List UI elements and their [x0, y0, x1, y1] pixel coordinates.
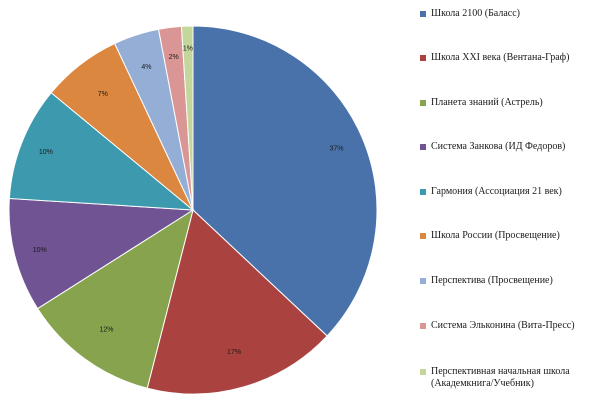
legend-swatch: [420, 233, 426, 239]
legend-label: Школа 2100 (Баласс): [431, 8, 520, 19]
pie-slice-3: [36, 208, 194, 389]
legend-item: Гармония (Ассоциация 21 век): [420, 186, 600, 198]
pie-slice-1: [192, 25, 378, 337]
legend-swatch: [420, 278, 426, 284]
legend-label: Система Эльконина (Вита-Пресс): [431, 320, 575, 331]
slice-value-label-3: 12%: [99, 327, 113, 334]
pie-slice-5: [8, 92, 195, 211]
legend-item: Система Эльконина (Вита-Пресс): [420, 320, 600, 332]
legend-swatch: [420, 55, 426, 61]
pie-slice-2: [146, 209, 328, 395]
legend-item: Школа XXI века (Вентана-Граф): [420, 52, 600, 64]
legend-item: Планета знаний (Астрель): [420, 97, 600, 109]
legend-label: Перспектива (Просвещение): [431, 275, 553, 286]
legend-item: Перспектива (Просвещение): [420, 275, 600, 287]
slice-value-label-8: 2%: [169, 54, 179, 61]
pie-slices: [8, 25, 378, 395]
legend-swatch: [420, 100, 426, 106]
slice-value-label-7: 4%: [141, 64, 151, 71]
legend-swatch: [420, 323, 426, 329]
legend-swatch: [420, 11, 426, 17]
slice-value-label-1: 37%: [330, 145, 344, 152]
legend-swatch: [420, 189, 426, 195]
legend-swatch: [420, 369, 426, 375]
slice-value-label-6: 7%: [98, 91, 108, 98]
legend-item: Система Занкова (ИД Федоров): [420, 141, 600, 153]
legend-label: Гармония (Ассоциация 21 век): [431, 186, 562, 197]
slice-value-label-2: 17%: [227, 349, 241, 356]
slice-value-label-4: 10%: [33, 247, 47, 254]
pie-slice-4: [8, 197, 195, 310]
legend-item: Перспективная начальная школа (Академкни…: [420, 366, 600, 390]
legend-label: Школа XXI века (Вентана-Граф): [431, 52, 570, 63]
legend-label: Планета знаний (Астрель): [431, 97, 543, 108]
legend-label: Перспективная начальная школа (Академкни…: [431, 366, 570, 389]
legend-item: Школа России (Просвещение): [420, 230, 600, 242]
slice-value-label-9: 1%: [183, 46, 193, 53]
legend-label: Школа России (Просвещение): [431, 230, 560, 241]
slice-value-label-5: 10%: [39, 149, 53, 156]
legend-label: Система Занкова (ИД Федоров): [431, 141, 566, 152]
legend-item: Школа 2100 (Баласс): [420, 8, 600, 20]
legend-swatch: [420, 144, 426, 150]
pie-chart: 37% 17% 12% 10% 10% 7% 4% 2% 1%: [8, 25, 378, 395]
pie-slice-9: [180, 25, 194, 211]
pie-value-labels: 37% 17% 12% 10% 10% 7% 4% 2% 1%: [33, 46, 344, 356]
chart-legend: Школа 2100 (Баласс) Школа XXI века (Вента…: [420, 0, 600, 413]
